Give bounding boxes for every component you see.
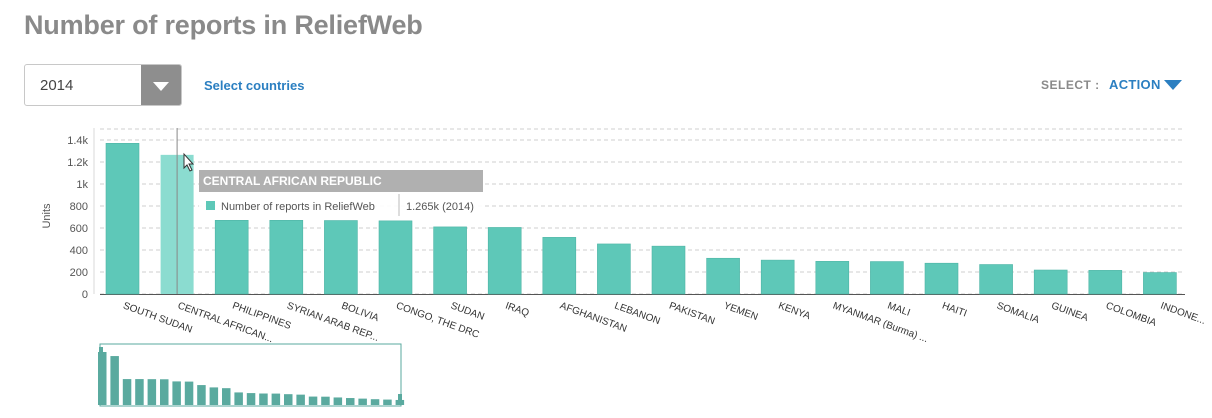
bar[interactable] [487,227,522,295]
bar[interactable] [324,220,358,295]
bar[interactable] [105,143,140,295]
overview-bar [197,385,206,405]
y-tick-label: 1.2k [67,157,88,169]
bar[interactable] [924,262,959,295]
tooltip-header [199,170,483,192]
overview-bar [209,387,219,405]
bar[interactable] [651,245,686,295]
y-tick-label: 1k [76,179,88,191]
overview-bar [110,356,119,405]
bar[interactable] [1143,272,1177,295]
overview-bar [259,393,268,405]
overview-handle-left[interactable] [99,347,103,361]
bar[interactable] [1088,270,1123,295]
overview-bar [308,396,318,405]
overview-bar [135,379,144,405]
overview-bar [383,399,392,405]
overview-bar [98,352,107,405]
year-dropdown-button[interactable] [141,65,181,105]
y-tick-label: 200 [70,267,88,279]
y-tick-label: 400 [70,245,88,257]
overview-bar [370,399,380,405]
overview-bar [284,394,293,405]
overview-bar [333,397,343,405]
action-dropdown-icon[interactable] [1164,80,1182,90]
bar[interactable] [706,257,740,295]
y-axis-title: Units [41,203,53,229]
overview-bar [184,381,194,405]
select-label: SELECT : [1041,78,1100,92]
bar[interactable] [815,261,850,295]
overview-handle-right[interactable] [398,394,402,404]
y-tick-label: 800 [70,201,88,213]
overview-bar [246,393,256,405]
tooltip-series: Number of reports in ReliefWeb [221,201,375,213]
bar[interactable] [870,261,904,295]
overview-bar [234,392,243,405]
overview-selection[interactable] [99,343,402,407]
overview-bar [122,379,132,405]
y-tick-label: 0 [82,289,88,301]
y-tick-label: 600 [70,223,88,235]
tooltip-body [199,192,483,218]
overview-bar [271,393,281,405]
overview-bar [296,394,305,405]
select-countries-link[interactable]: Select countries [204,78,305,93]
tooltip-swatch [206,201,215,210]
overview-bar [222,388,231,405]
y-tick-label: 1.4k [67,135,88,147]
tooltip-country: CENTRAL AFRICAN REPUBLIC [203,174,382,188]
bar[interactable] [542,237,577,295]
action-menu-button[interactable]: ACTION [1109,77,1161,92]
cursor-icon [183,152,195,172]
bar[interactable] [269,220,304,295]
overview-bar [172,381,181,405]
overview-bar [147,379,157,405]
bar[interactable] [378,220,413,295]
overview-bar [358,398,367,405]
bar[interactable] [597,243,631,295]
tooltip-value: 1.265k (2014) [406,201,474,213]
overview-bar [346,398,355,405]
bar[interactable] [1033,269,1068,295]
year-dropdown[interactable]: 2014 [24,64,182,106]
bar[interactable] [760,259,795,295]
overview-bar [160,379,169,405]
bar[interactable] [979,264,1013,295]
chevron-down-icon [153,82,169,91]
year-dropdown-value: 2014 [40,77,74,94]
page-title: Number of reports in ReliefWeb [24,10,423,40]
bar[interactable] [214,220,249,295]
bar[interactable] [433,226,467,295]
overview-bar [321,396,330,405]
